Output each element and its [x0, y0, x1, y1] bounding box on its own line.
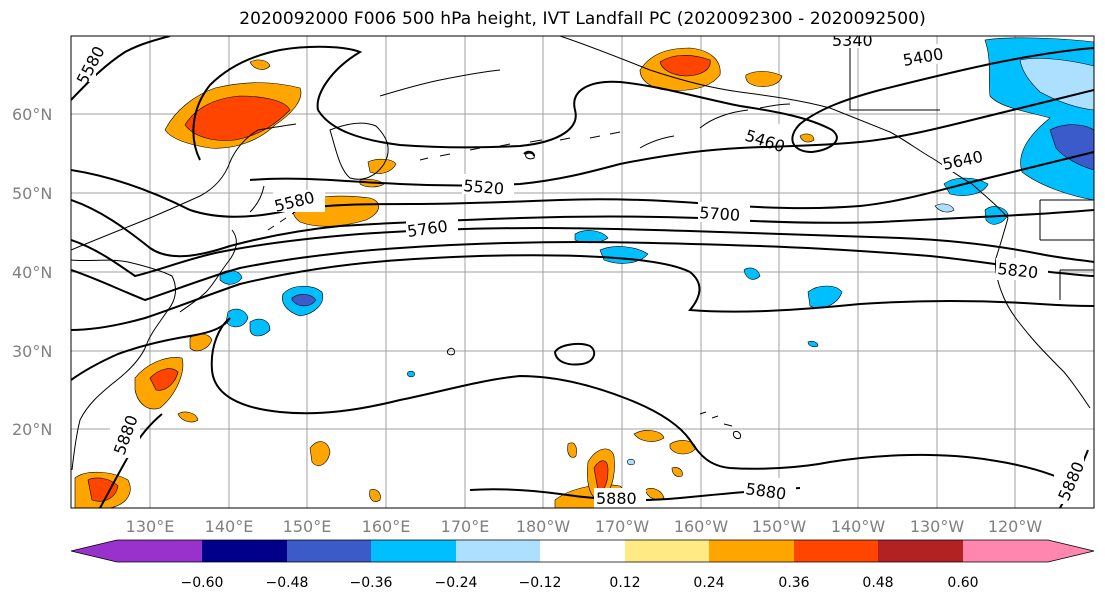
lon-label: 160°E: [362, 517, 411, 536]
lon-label: 130°E: [126, 517, 175, 536]
lon-label: 150°W: [752, 517, 807, 536]
colorbar-tick-label: 0.24: [693, 575, 724, 591]
colorbar-segment: [202, 540, 287, 562]
colorbar-segment: [878, 540, 963, 562]
coastlines: [71, 36, 1094, 471]
colorbar-segment: [71, 540, 202, 562]
lon-label: 160°W: [674, 517, 729, 536]
colorbar-tick-label: −0.60: [181, 575, 224, 591]
colorbar-tick-label: 0.60: [947, 575, 978, 591]
contour-label: 5820: [997, 259, 1039, 282]
contour-labels: 5580 5340 5400 5460 5520 5580 5640 5700 …: [71, 31, 1088, 508]
colorbar-segment: [709, 540, 794, 562]
colorbar-segment: [963, 540, 1094, 562]
lon-label: 170°E: [441, 517, 490, 536]
lon-label: 140°W: [831, 517, 886, 536]
colorbar-tick-label: 0.48: [862, 575, 893, 591]
lat-label: 20°N: [12, 420, 52, 439]
contour-label: 5520: [463, 176, 505, 198]
colorbar-segment: [371, 540, 456, 562]
lon-label: 180°W: [516, 517, 571, 536]
colorbar-segment: [540, 540, 625, 562]
colorbar-segment: [456, 540, 540, 562]
colorbar-segment: [794, 540, 878, 562]
colorbar: −0.60 −0.48 −0.36 −0.24 −0.12 0.12 0.24 …: [70, 539, 1095, 591]
colorbar-tick-label: −0.36: [350, 575, 393, 591]
colorbar-tick-label: 0.36: [778, 575, 809, 591]
lon-label: 140°E: [205, 517, 254, 536]
colorbar-tick-label: 0.12: [609, 575, 640, 591]
colorbar-tick-label: −0.48: [266, 575, 309, 591]
map-border: [70, 35, 1095, 509]
lat-label: 30°N: [12, 342, 52, 361]
colorbar-tick-label: −0.12: [519, 575, 562, 591]
lat-label: 40°N: [12, 263, 52, 282]
lon-label: 130°W: [910, 517, 965, 536]
contour-label: 5340: [832, 31, 873, 50]
contour-label: 5880: [596, 489, 637, 508]
lon-label: 150°E: [283, 517, 332, 536]
ivt-positive-shading: [74, 47, 815, 508]
map-title: 2020092000 F006 500 hPa height, IVT Land…: [239, 9, 926, 29]
lon-label: 120°W: [988, 517, 1043, 536]
colorbar-segment: [287, 540, 371, 562]
height-contours: [71, 36, 1094, 508]
lat-label: 60°N: [12, 105, 52, 124]
contour-label: 5700: [699, 203, 741, 225]
lat-label: 50°N: [12, 184, 52, 203]
latitude-labels: 60°N 50°N 40°N 30°N 20°N: [12, 105, 52, 439]
colorbar-segment: [625, 540, 709, 562]
lon-label: 170°W: [595, 517, 650, 536]
colorbar-tick-label: −0.24: [435, 575, 478, 591]
longitude-labels: 130°E 140°E 150°E 160°E 170°E 180°W 170°…: [126, 517, 1043, 536]
